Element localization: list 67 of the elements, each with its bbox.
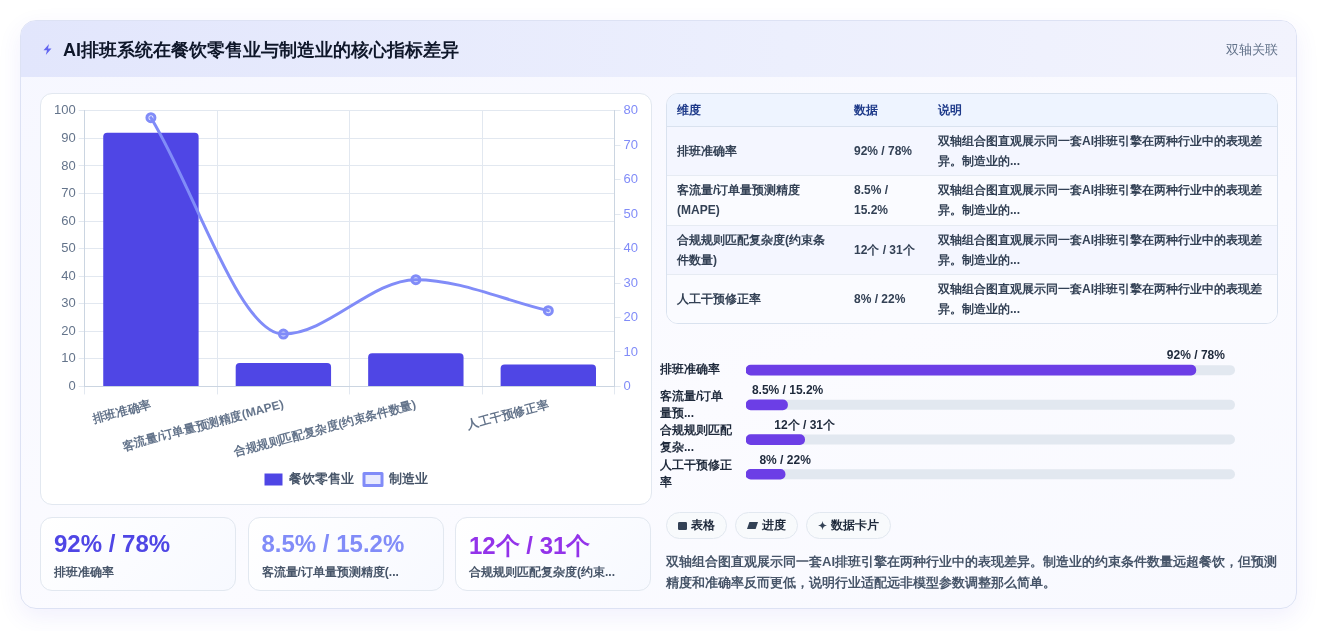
y2-tick-label: 30 <box>623 274 639 290</box>
y2-tick-label: 40 <box>623 240 639 256</box>
text: 数据 <box>844 94 928 127</box>
y-tick-label: 客流量/订单量预... <box>659 388 724 420</box>
chart-title: AI排班系统在餐饮零售业与制造业的核心指标差异 <box>63 39 459 62</box>
text: 8.5% / 15.2% <box>261 530 405 558</box>
y-tick-label: 10 <box>61 350 76 366</box>
text: 数据卡片 <box>831 517 879 534</box>
text: 客流量/订单量预测精度(... <box>261 564 399 581</box>
y-tick-label: 人工干预修正率 <box>659 458 732 489</box>
point <box>277 328 289 340</box>
data-label: 12个 / 31个 <box>774 417 837 432</box>
text: 进度 <box>762 517 786 534</box>
data-label: 8.5% / 15.2% <box>751 383 824 398</box>
text: 合规规则匹配复杂度(约束条件数量) <box>667 225 844 275</box>
y2-tick-label: 0 <box>623 378 631 394</box>
x-tick-label: 人工干预修正率 <box>464 396 550 433</box>
bar <box>746 468 786 480</box>
y2-tick-label: 70 <box>623 136 639 152</box>
text: 92% / 78% <box>844 126 928 176</box>
text: 双轴组合图直观展示同一套AI排班引擎在两种行业中的表现差异。制造业的约束条件数量远超餐饮，但预测精度和准确率反而更低，说明行业适配远非模型参数调整那么简单。 <box>666 553 1278 592</box>
data-label: 8% / 22% <box>759 452 812 467</box>
text: 表格 <box>691 517 715 534</box>
text: 12个 / 31个 <box>469 531 591 561</box>
data-label: 92% / 78% <box>1166 348 1226 363</box>
text: 92% / 78% <box>54 530 171 558</box>
bar <box>103 132 199 386</box>
point <box>145 112 157 124</box>
text: 双轴组合图直观展示同一套AI排班引擎在两种行业中的表现差异。制造业的... <box>928 225 1277 275</box>
text: 维度 <box>667 94 844 127</box>
y-tick-label: 排班准确率 <box>659 362 720 377</box>
y2-tick-label: 50 <box>623 205 639 221</box>
text: 8% / 22% <box>844 274 928 323</box>
y2-tick-label: 20 <box>623 309 639 325</box>
text: 双轴组合图直观展示同一套AI排班引擎在两种行业中的表现差异。制造业的... <box>928 274 1277 323</box>
y2-tick-label: 60 <box>623 171 639 187</box>
y2-tick-label: 10 <box>623 343 639 359</box>
y-tick-label: 60 <box>61 212 76 228</box>
legend-label: 餐饮零售业 <box>288 471 354 487</box>
y-tick-label: 70 <box>61 185 76 201</box>
bar <box>500 364 596 386</box>
point <box>410 274 422 286</box>
y-tick-label: 30 <box>61 295 76 311</box>
bar <box>368 353 464 386</box>
legend-label: 制造业 <box>387 471 428 487</box>
x-tick-label: 排班准确率 <box>90 396 153 427</box>
text: 双轴组合图直观展示同一套AI排班引擎在两种行业中的表现差异。制造业的... <box>928 175 1277 225</box>
text: 双轴关联 <box>1226 42 1278 57</box>
text: 客流量/订单量预测精度(MAPE) <box>667 175 844 225</box>
y-tick-label: 合规规则匹配复杂... <box>659 423 733 455</box>
bar <box>746 434 806 445</box>
y2-tick-label: 80 <box>623 102 639 118</box>
y-tick-label: 50 <box>61 240 76 256</box>
y-tick-label: 90 <box>61 129 76 145</box>
y-tick-label: 20 <box>61 322 76 338</box>
text: 双轴组合图直观展示同一套AI排班引擎在两种行业中的表现差异。制造业的... <box>928 126 1277 176</box>
text: 合规规则匹配复杂度(约束... <box>469 564 615 581</box>
bar <box>235 363 332 386</box>
bar <box>746 399 788 411</box>
y-tick-label: 0 <box>68 378 76 394</box>
point <box>542 305 554 317</box>
y-tick-label: 40 <box>61 267 76 283</box>
text: 8.5% / 15.2% <box>844 175 928 225</box>
y-tick-label: 100 <box>53 102 76 118</box>
text: 12个 / 31个 <box>844 225 928 275</box>
y-tick-label: 80 <box>61 157 76 173</box>
text: 说明 <box>928 94 1277 127</box>
